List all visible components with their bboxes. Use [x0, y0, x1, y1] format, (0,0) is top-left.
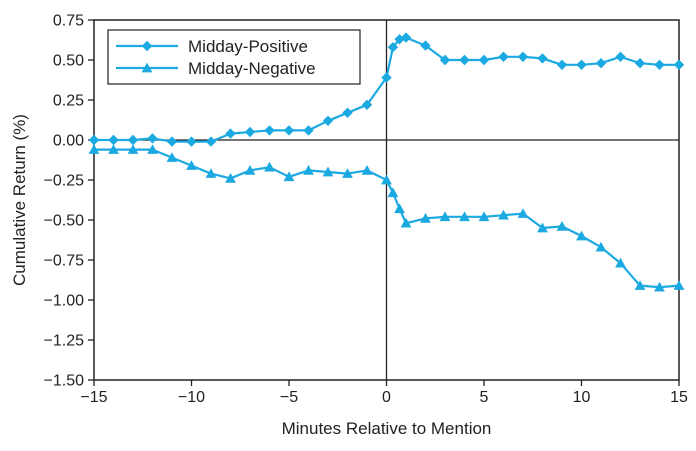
- data-point-midday-negative: [654, 281, 665, 292]
- y-tick-label: −0.75: [44, 253, 85, 270]
- data-point-midday-negative: [225, 173, 236, 183]
- y-axis-title: Cumulative Return (%): [10, 114, 29, 286]
- legend-marker-midday-negative: [141, 62, 153, 73]
- data-point-midday-negative: [673, 280, 685, 290]
- data-point-midday-negative: [615, 257, 626, 268]
- data-point-midday-positive: [322, 115, 334, 126]
- data-point-midday-negative: [108, 144, 119, 154]
- legend: Midday-Positive Midday-Negative: [107, 29, 361, 85]
- data-point-midday-positive: [205, 136, 217, 147]
- data-point-midday-positive: [186, 136, 197, 147]
- x-tick-label: 5: [480, 389, 489, 406]
- data-point-midday-positive: [517, 51, 529, 62]
- data-point-midday-positive: [439, 54, 451, 66]
- data-point-midday-negative: [634, 280, 646, 290]
- axes-group: 0.75 0.50 0.25 0.00 −0.25 −0.50 −0.75 −1.00 −1.2…: [44, 13, 688, 407]
- data-point-midday-negative: [166, 152, 178, 162]
- data-point-midday-negative: [283, 171, 295, 182]
- y-tick-label: 0.00: [53, 133, 84, 150]
- data-point-midday-positive: [478, 54, 490, 66]
- x-tick-label: 10: [573, 389, 591, 406]
- data-point-midday-positive: [283, 125, 295, 136]
- data-point-midday-positive: [88, 134, 100, 146]
- data-point-midday-negative: [459, 211, 470, 222]
- data-point-midday-negative: [303, 165, 314, 175]
- data-point-midday-positive: [361, 99, 373, 110]
- data-point-midday-positive: [166, 136, 178, 147]
- data-point-midday-negative: [439, 211, 451, 222]
- y-tick-label: −1.50: [44, 373, 85, 390]
- series-midday-negative: [88, 144, 685, 292]
- x-tick-label: −10: [178, 389, 205, 406]
- y-tick-label: −0.50: [44, 213, 85, 230]
- data-point-midday-negative: [400, 217, 412, 228]
- data-point-midday-positive: [498, 51, 509, 62]
- data-point-midday-negative: [127, 144, 139, 154]
- y-tick-label: −0.25: [44, 173, 85, 190]
- data-point-midday-negative: [147, 144, 158, 154]
- legend-box: [107, 29, 361, 85]
- legend-marker-midday-positive: [141, 40, 153, 52]
- data-point-midday-negative: [498, 209, 509, 220]
- series-midday-positive: [88, 32, 685, 147]
- x-tick-label: 0: [382, 389, 391, 406]
- data-point-midday-positive: [576, 59, 587, 70]
- data-point-midday-positive: [394, 34, 405, 45]
- data-point-midday-negative: [264, 161, 275, 172]
- data-point-midday-positive: [342, 107, 353, 118]
- data-point-midday-positive: [459, 54, 470, 66]
- x-tick-label: −15: [80, 389, 107, 406]
- data-point-midday-positive: [537, 53, 548, 64]
- data-point-midday-positive: [654, 59, 665, 70]
- data-point-midday-negative: [244, 165, 256, 175]
- x-tick-label: 15: [670, 389, 688, 406]
- data-point-midday-negative: [420, 213, 431, 223]
- data-point-midday-negative: [361, 165, 373, 175]
- data-point-midday-positive: [595, 58, 607, 69]
- data-point-midday-positive: [127, 134, 139, 146]
- y-tick-label: 0.25: [53, 93, 84, 110]
- data-point-midday-positive: [303, 125, 314, 136]
- y-tick-label: 0.75: [53, 13, 84, 30]
- data-point-midday-negative: [556, 221, 568, 231]
- y-tick-label: 0.50: [53, 53, 84, 70]
- data-point-midday-negative: [478, 211, 490, 222]
- data-point-midday-negative: [322, 166, 334, 177]
- data-point-midday-positive: [420, 40, 431, 51]
- y-tick-label: −1.25: [44, 333, 85, 350]
- data-point-midday-negative: [342, 168, 353, 178]
- data-point-midday-negative: [537, 222, 548, 233]
- data-point-midday-positive: [556, 59, 568, 70]
- legend-label-midday-negative: Midday-Negative: [188, 59, 316, 78]
- data-point-midday-positive: [634, 58, 646, 69]
- data-point-midday-positive: [225, 128, 236, 139]
- data-point-midday-negative: [394, 203, 405, 214]
- data-point-midday-negative: [186, 160, 197, 170]
- data-point-midday-positive: [244, 126, 256, 138]
- x-tick-label: −5: [280, 389, 298, 406]
- data-point-midday-positive: [264, 125, 275, 136]
- legend-label-midday-positive: Midday-Positive: [188, 37, 308, 56]
- data-point-midday-positive: [387, 42, 399, 53]
- y-tick-label: −1.00: [44, 293, 85, 310]
- data-point-midday-negative: [576, 230, 587, 241]
- data-point-midday-negative: [205, 168, 217, 178]
- data-point-midday-negative: [88, 144, 100, 154]
- data-point-midday-negative: [381, 174, 392, 185]
- data-point-midday-positive: [108, 134, 119, 146]
- data-point-midday-positive: [615, 51, 626, 62]
- data-point-midday-positive: [381, 72, 392, 83]
- data-point-midday-positive: [673, 59, 685, 70]
- data-point-midday-negative: [387, 187, 399, 198]
- x-axis-title: Minutes Relative to Mention: [282, 419, 492, 438]
- data-point-midday-negative: [517, 208, 529, 218]
- data-point-midday-positive: [400, 32, 412, 43]
- data-point-midday-positive: [147, 133, 158, 144]
- series-group: [88, 32, 685, 292]
- data-point-midday-negative: [595, 241, 607, 252]
